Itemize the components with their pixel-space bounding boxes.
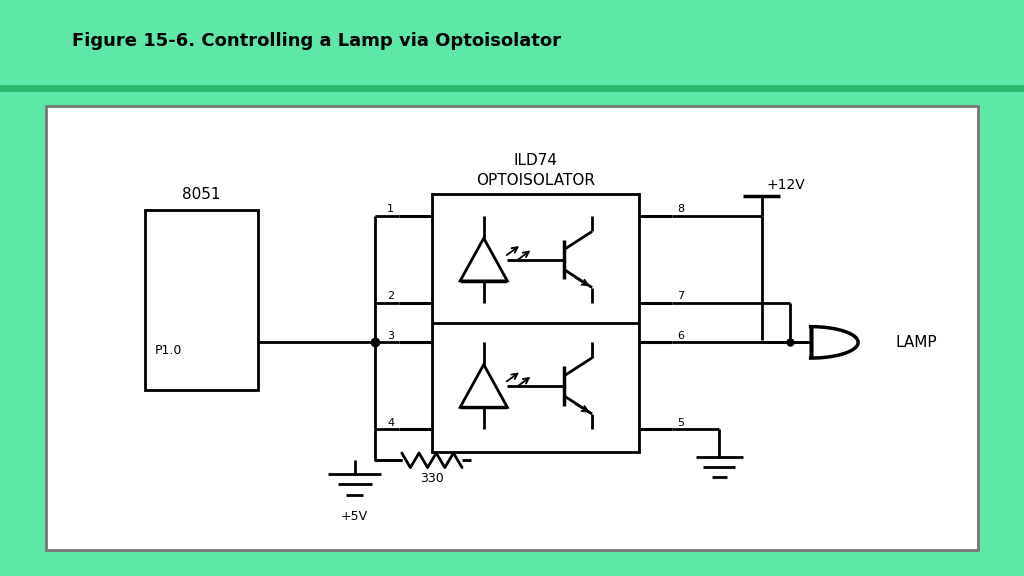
Text: +5V: +5V	[341, 510, 369, 523]
Text: 1: 1	[387, 204, 394, 214]
Text: 3: 3	[387, 331, 394, 340]
Text: 330: 330	[420, 472, 443, 484]
Text: P1.0: P1.0	[155, 344, 182, 357]
Text: 5: 5	[677, 418, 684, 427]
Text: Figure 15-6. Controlling a Lamp via Optoisolator: Figure 15-6. Controlling a Lamp via Opto…	[72, 32, 561, 51]
Polygon shape	[460, 365, 507, 407]
Text: 6: 6	[677, 331, 684, 340]
FancyBboxPatch shape	[46, 107, 978, 550]
Text: ILD74: ILD74	[514, 153, 557, 168]
Bar	[432, 194, 639, 452]
Text: 2: 2	[387, 291, 394, 301]
Text: LAMP: LAMP	[896, 335, 937, 350]
Text: +12V: +12V	[766, 178, 805, 192]
Text: OPTOISOLATOR: OPTOISOLATOR	[476, 173, 595, 188]
Text: 4: 4	[387, 418, 394, 427]
Bar	[144, 210, 258, 390]
Text: 7: 7	[677, 291, 684, 301]
Text: 8: 8	[677, 204, 684, 214]
Polygon shape	[460, 238, 507, 281]
Text: 8051: 8051	[182, 187, 220, 202]
